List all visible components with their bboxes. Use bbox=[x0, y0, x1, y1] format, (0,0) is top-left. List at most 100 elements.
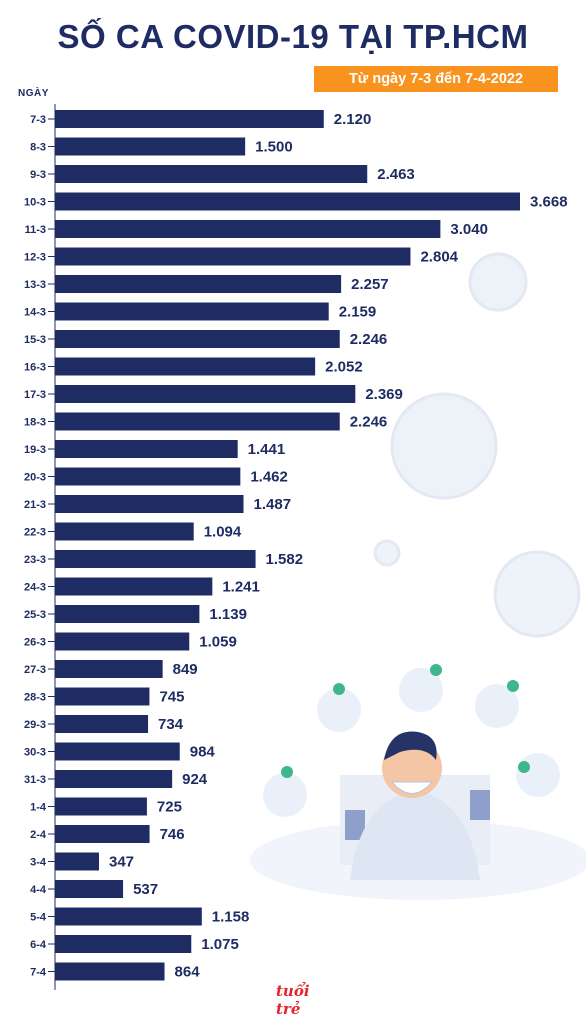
category-label: 13-3 bbox=[24, 279, 46, 291]
category-label: 15-3 bbox=[24, 334, 46, 346]
value-label: 347 bbox=[109, 854, 134, 871]
category-label: 29-3 bbox=[24, 719, 46, 731]
bar bbox=[55, 550, 256, 568]
bar bbox=[55, 165, 368, 183]
bar bbox=[55, 715, 149, 733]
category-label: 4-4 bbox=[30, 884, 47, 896]
doctor-illustration bbox=[350, 731, 480, 880]
bar bbox=[55, 330, 340, 348]
category-label: 16-3 bbox=[24, 362, 46, 374]
value-label: 1.139 bbox=[209, 606, 247, 623]
bar bbox=[55, 962, 165, 981]
value-label: 924 bbox=[182, 771, 208, 788]
value-label: 849 bbox=[173, 661, 198, 678]
value-label: 1.075 bbox=[201, 936, 239, 953]
value-label: 2.369 bbox=[365, 386, 403, 403]
value-label: 3.040 bbox=[450, 221, 488, 238]
category-label: 25-3 bbox=[24, 609, 46, 621]
category-label: 20-3 bbox=[24, 472, 46, 484]
value-label: 1.094 bbox=[204, 524, 242, 541]
bar bbox=[55, 412, 340, 431]
value-label: 2.246 bbox=[350, 414, 388, 431]
bar bbox=[55, 852, 99, 871]
value-label: 1.487 bbox=[254, 496, 292, 513]
category-label: 10-3 bbox=[24, 197, 46, 209]
category-label: 18-3 bbox=[24, 417, 46, 429]
value-label: 2.159 bbox=[339, 304, 377, 321]
category-label: 11-3 bbox=[25, 224, 46, 236]
category-label: 5-4 bbox=[30, 912, 47, 924]
value-label: 1.462 bbox=[250, 469, 288, 486]
bar bbox=[55, 935, 192, 953]
value-label: 2.257 bbox=[351, 276, 389, 293]
category-label: 7-3 bbox=[30, 114, 46, 126]
value-label: 2.463 bbox=[377, 166, 415, 183]
category-label: 22-3 bbox=[24, 527, 46, 539]
value-label: 734 bbox=[158, 716, 184, 733]
bar bbox=[55, 907, 202, 926]
bar bbox=[55, 797, 147, 816]
value-label: 1.500 bbox=[255, 139, 293, 156]
bar bbox=[55, 192, 520, 211]
category-label: 30-3 bbox=[24, 747, 46, 759]
category-label: 31-3 bbox=[24, 774, 46, 786]
value-label: 537 bbox=[133, 881, 158, 898]
value-label: 2.052 bbox=[325, 359, 363, 376]
category-label: 21-3 bbox=[24, 499, 46, 511]
bar bbox=[55, 742, 180, 761]
value-label: 745 bbox=[159, 689, 184, 706]
value-label: 1.241 bbox=[222, 579, 260, 596]
tuoi-tre-logo: tuổi trẻ bbox=[276, 982, 310, 1018]
value-label: 1.441 bbox=[248, 441, 286, 458]
bar bbox=[55, 880, 124, 898]
bar bbox=[55, 605, 200, 623]
bar bbox=[55, 495, 244, 513]
value-label: 864 bbox=[175, 964, 201, 981]
category-label: 8-3 bbox=[30, 142, 46, 154]
category-label: 27-3 bbox=[24, 664, 46, 676]
chart-title: SỐ CA COVID-19 TẠI TP.HCM bbox=[57, 18, 529, 55]
bar bbox=[55, 275, 342, 293]
bar bbox=[55, 440, 238, 458]
category-label: 9-3 bbox=[30, 169, 46, 181]
category-label: 6-4 bbox=[30, 939, 47, 951]
value-label: 746 bbox=[160, 826, 185, 843]
value-label: 725 bbox=[157, 799, 182, 816]
category-label: 28-3 bbox=[24, 692, 46, 704]
avatar-group-icons bbox=[263, 664, 560, 817]
category-label: 14-3 bbox=[24, 307, 46, 319]
bar bbox=[55, 687, 150, 706]
value-label: 2.804 bbox=[420, 249, 458, 266]
bar bbox=[55, 137, 246, 156]
category-label: 26-3 bbox=[24, 637, 46, 649]
category-label: 12-3 bbox=[24, 252, 46, 264]
category-label: 7-4 bbox=[30, 967, 47, 979]
bar bbox=[55, 302, 329, 321]
bar bbox=[55, 825, 150, 843]
bar bbox=[55, 110, 324, 128]
bar bbox=[55, 467, 241, 486]
bar bbox=[55, 357, 316, 376]
bar bbox=[55, 660, 163, 678]
date-range-badge: Từ ngày 7-3 đến 7-4-2022 bbox=[314, 66, 558, 92]
value-label: 1.158 bbox=[212, 909, 250, 926]
category-label: 2-4 bbox=[30, 829, 47, 841]
category-label: 1-4 bbox=[30, 802, 47, 814]
value-label: 3.668 bbox=[530, 194, 568, 211]
value-label: 2.246 bbox=[350, 331, 388, 348]
category-label: 17-3 bbox=[24, 389, 46, 401]
bar bbox=[55, 632, 190, 651]
category-label: 3-4 bbox=[30, 857, 47, 869]
category-label: 24-3 bbox=[24, 582, 46, 594]
category-label: 19-3 bbox=[24, 444, 46, 456]
bar bbox=[55, 577, 213, 596]
axis-label-day: NGÀY bbox=[18, 88, 49, 99]
value-label: 1.059 bbox=[199, 634, 237, 651]
bar bbox=[55, 247, 411, 266]
value-label: 1.582 bbox=[266, 551, 304, 568]
value-label: 984 bbox=[190, 744, 216, 761]
bar bbox=[55, 220, 441, 238]
bar bbox=[55, 385, 356, 403]
